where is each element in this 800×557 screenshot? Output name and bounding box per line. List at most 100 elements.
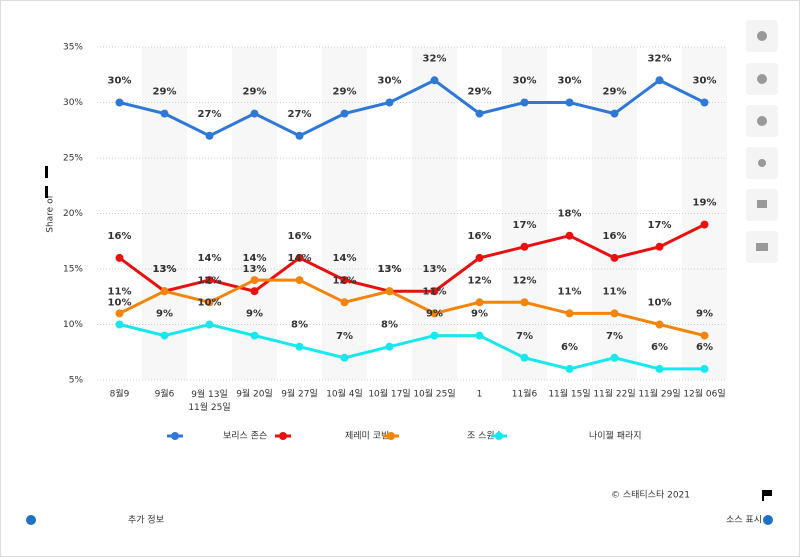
x-tick-label: 1 (477, 390, 483, 400)
data-point (475, 109, 484, 118)
data-point (610, 353, 619, 362)
value-label: 6% (651, 342, 668, 353)
data-point (340, 298, 349, 307)
value-label: 9% (471, 309, 488, 320)
data-point (340, 276, 349, 285)
value-label: 12% (333, 275, 357, 286)
y-tick-label: 10% (63, 320, 83, 330)
flag-icon (762, 490, 764, 501)
data-point (205, 320, 214, 329)
data-point (430, 287, 439, 296)
data-point (610, 253, 619, 262)
data-point (385, 98, 394, 107)
data-point (565, 231, 574, 240)
data-point (430, 76, 439, 85)
value-label: 7% (336, 331, 353, 342)
value-label: 13% (153, 264, 177, 275)
value-label: 17% (513, 220, 537, 231)
value-label: 11% (423, 286, 447, 297)
x-tick-label: 9월 13일 11월 25일 (188, 388, 230, 413)
column-band (142, 47, 187, 380)
data-point (655, 242, 664, 251)
legend-swatch (171, 432, 179, 440)
x-tick-label: 11월6 (512, 388, 538, 400)
value-label: 9% (156, 309, 173, 320)
data-point (655, 76, 664, 85)
value-label: 17% (648, 220, 672, 231)
value-label: 30% (108, 76, 132, 87)
data-point (295, 131, 304, 140)
data-point (295, 276, 304, 285)
copyright: © 스태티스타 2021 (611, 490, 690, 501)
value-label: 12% (513, 275, 537, 286)
value-label: 14% (243, 253, 267, 264)
value-label: 10% (198, 298, 222, 309)
value-label: 32% (648, 53, 672, 64)
more-info[interactable]: 추가 정보 (128, 515, 164, 526)
value-label: 30% (693, 76, 717, 87)
x-tick-label: 10월 25일 (413, 388, 455, 400)
value-label: 14% (333, 253, 357, 264)
value-label: 16% (108, 231, 132, 242)
value-label: 18% (558, 209, 582, 220)
value-label: 6% (696, 342, 713, 353)
value-label: 7% (606, 331, 623, 342)
data-point (250, 287, 259, 296)
value-label: 10% (108, 298, 132, 309)
value-label: 13% (243, 264, 267, 275)
icon (757, 200, 767, 208)
data-point (115, 309, 124, 318)
data-point (115, 253, 124, 262)
value-label: 7% (516, 331, 533, 342)
value-label: 30% (558, 76, 582, 87)
value-label: 16% (288, 231, 312, 242)
value-label: 8% (381, 320, 398, 331)
value-label: 13% (378, 264, 402, 275)
data-point (385, 342, 394, 351)
value-label: 11% (558, 286, 582, 297)
value-label: 10% (648, 298, 672, 309)
y-tick-label: 5% (69, 376, 84, 386)
source-link[interactable]: 소스 표시 (726, 515, 762, 526)
data-point (295, 342, 304, 351)
value-label: 8% (291, 320, 308, 331)
data-point (610, 309, 619, 318)
value-label: 13% (423, 264, 447, 275)
x-tick-label: 10월 4일 (326, 388, 363, 400)
x-tick-label: 11월 22일 (593, 388, 635, 400)
x-tick-label: 11월 15일 (548, 388, 590, 400)
data-point (520, 242, 529, 251)
data-point (565, 98, 574, 107)
value-label: 30% (513, 76, 537, 87)
data-point (340, 353, 349, 362)
data-point (340, 109, 349, 118)
legend-label: 조 스윈슨 (467, 431, 503, 442)
value-label: 9% (426, 309, 443, 320)
data-point (655, 320, 664, 329)
data-point (430, 331, 439, 340)
x-tick-label: 9월 27일 (281, 388, 318, 400)
data-point (565, 364, 574, 373)
data-point (700, 220, 709, 229)
value-label: 16% (603, 231, 627, 242)
x-tick-label: 11월 29일 (638, 388, 680, 400)
x-tick-label: 8월9 (110, 388, 130, 400)
x-tick-label: 9월6 (155, 388, 175, 400)
value-label: 32% (423, 53, 447, 64)
icon (757, 31, 767, 41)
value-label: 9% (696, 309, 713, 320)
data-point (430, 309, 439, 318)
value-label: 13% (378, 264, 402, 275)
value-label: 12% (198, 275, 222, 286)
value-label: 6% (561, 342, 578, 353)
x-tick-label: 9월 20일 (236, 388, 273, 400)
icon (757, 74, 767, 84)
legend-swatch (495, 432, 503, 440)
value-label: 27% (288, 109, 312, 120)
data-point (205, 298, 214, 307)
legend-label: 제레미 코빈 (345, 431, 389, 442)
legend-label: 나이젤 패라지 (589, 430, 642, 442)
sidebar (746, 20, 778, 263)
